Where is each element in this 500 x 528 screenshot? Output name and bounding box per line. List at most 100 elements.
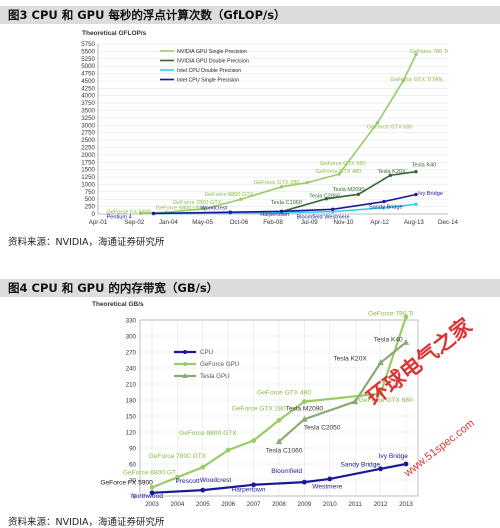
data-point (200, 487, 206, 493)
legend-label: NVIDIA GPU Single Precision (177, 49, 247, 55)
y-tick-label: 2500 (81, 137, 95, 144)
y-tick-label: 180 (126, 398, 137, 405)
y-tick-label: 330 (126, 318, 137, 325)
annotation-label: Tesla K20X (378, 169, 407, 175)
y-tick-label: 2000 (81, 152, 95, 159)
annotation-label: Bloomfield (271, 468, 302, 475)
y-tick-label: 3000 (81, 122, 95, 129)
data-point (331, 207, 335, 211)
legend-label: Intel CPU Single Precision (177, 78, 239, 84)
data-point (401, 79, 405, 83)
figure4-title: 图4 CPU 和 GPU 的内存带宽（GB/s） (0, 279, 500, 297)
y-axis-label: Theoretical GB/s (92, 301, 144, 308)
y-tick-label: 30 (129, 478, 136, 485)
x-tick-label: Apr-01 (89, 219, 108, 226)
y-axis-label: Theoretical GFLOP/s (82, 30, 147, 37)
data-point (251, 482, 256, 488)
x-tick-label: Aug-13 (404, 219, 425, 226)
y-tick-label: 3500 (81, 108, 95, 115)
x-tick-label: 2004 (171, 501, 185, 508)
data-point (403, 461, 409, 467)
annotation-label: GeForce 6800 Ultra (156, 206, 206, 212)
x-tick-label: 2003 (145, 501, 159, 508)
annotation-label: Harpertown (260, 212, 289, 218)
annotation-label: Tesla C2050 (309, 194, 340, 200)
data-point (414, 170, 418, 174)
bandwidth-chart: Theoretical GB/s 0 30 60 90 120 150 180 210 240 27… (92, 301, 419, 508)
annotation-label: Tesla C1060 (266, 447, 303, 454)
y-tick-label: 1750 (81, 159, 95, 166)
annotation-label: Woodcrest (200, 206, 227, 212)
annotation-label: Pentium 4 (107, 214, 132, 220)
annotation-label: GeForce FX 5800 (107, 209, 151, 215)
annotation-label: Prescott (175, 478, 199, 485)
annotation-label: Westmere (324, 214, 349, 220)
y-tick-label: 90 (129, 446, 136, 453)
y-tick-label: 120 (126, 430, 137, 437)
data-point (225, 447, 231, 453)
data-point (414, 52, 418, 57)
x-tick-label: 2008 (272, 501, 286, 508)
series-line (153, 193, 417, 215)
y-tick-label: 240 (126, 366, 137, 373)
y-tick-label: 300 (126, 334, 137, 341)
figure4-source: 资料来源：NVIDIA，海通证券研究所 (8, 517, 165, 528)
data-point (402, 338, 410, 345)
y-tick-label: 5500 (81, 48, 95, 55)
data-point (377, 359, 384, 366)
y-tick-label: 60 (129, 462, 136, 469)
annotation-label: Westmere (312, 484, 342, 491)
legend-marker (183, 362, 187, 366)
series-line (140, 54, 417, 215)
annotation-label: GeForce 780 Ti (410, 49, 449, 55)
data-point (382, 206, 386, 210)
data-point (388, 173, 393, 177)
data-point (251, 438, 256, 443)
y-tick-label: 4500 (81, 78, 95, 85)
x-tick-label: 2013 (399, 501, 413, 508)
y-tick-label: 0 (92, 211, 96, 218)
annotation-label: Tesla C1060 (271, 200, 302, 206)
data-point (375, 120, 380, 125)
data-point (203, 207, 207, 211)
x-tick-label: Jan-04 (159, 219, 178, 226)
plot-frame (139, 319, 419, 497)
annotation-label: GeForce GTX 680 (367, 124, 413, 130)
annotation-label: Harpertown (231, 487, 265, 494)
y-tick-label: 1250 (81, 174, 95, 181)
annotation-label: Tesla M2090 (286, 406, 324, 413)
annotation-label: GeForce GTX 480 (316, 169, 362, 175)
annotation-label: Tesla C2050 (304, 424, 341, 431)
y-tick-label: 0 (133, 494, 137, 501)
y-tick-label: 3750 (81, 100, 95, 107)
x-tick-label: Jul-09 (301, 219, 318, 226)
y-tick-label: 750 (85, 189, 96, 196)
legend-label: GeForce GPU (200, 361, 239, 368)
x-tick-label: May-05 (192, 219, 213, 226)
x-tick-label: 2006 (221, 501, 235, 508)
annotation-label: Tesla K20X (333, 356, 367, 363)
data-point (200, 464, 206, 470)
data-point (305, 180, 309, 185)
y-tick-label: 5250 (81, 56, 95, 63)
y-tick-label: 4250 (81, 85, 95, 92)
data-point (279, 185, 284, 189)
y-tick-label: 1000 (81, 181, 95, 188)
annotation-label: GeForce GTX 480 (257, 390, 311, 397)
data-point (279, 209, 284, 214)
x-tick-label: 2012 (374, 501, 388, 508)
annotation-label: Tesla K40 (412, 163, 437, 169)
x-tick-label: Dec-14 (438, 219, 459, 226)
annotation-label: Tesla M2090 (333, 187, 365, 193)
annotation-label: Woodcrest (200, 477, 232, 484)
data-point (327, 476, 333, 482)
data-point (414, 202, 418, 206)
data-point (302, 479, 307, 485)
x-tick-label: Apr-12 (370, 219, 389, 226)
annotation-label: GeForce GTX 580 (320, 161, 366, 167)
x-tick-label: 2005 (196, 501, 210, 508)
data-point (352, 398, 359, 405)
legend-marker (182, 373, 188, 378)
annotation-label: GeForce 8800 GTX (205, 192, 254, 198)
figure3-source: 资料来源：NVIDIA，海通证券研究所 (8, 237, 165, 248)
